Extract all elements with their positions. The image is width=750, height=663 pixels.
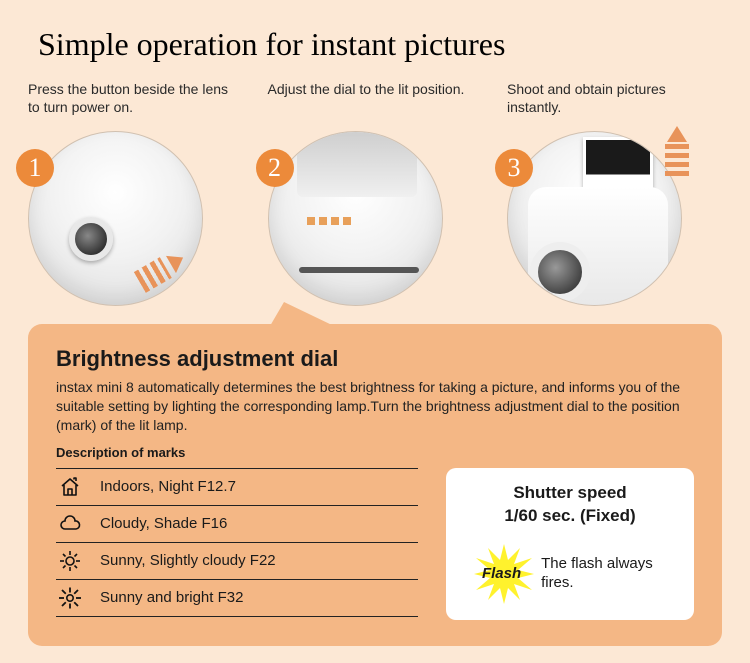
step-2: Adjust the dial to the lit position. 2 [268,81,483,306]
steps-row: Press the button beside the lens to turn… [28,81,722,306]
step-1-image: 1 [28,131,203,306]
marks-heading: Description of marks [56,445,694,460]
page-title: Simple operation for instant pictures [38,26,722,63]
flash-info: Flash The flash always fires. [462,542,678,606]
mark-row: Sunny and bright F32 [56,580,418,617]
mark-label: Indoors, Night F12.7 [100,478,236,495]
flash-label: Flash [482,565,521,582]
step-3-text: Shoot and obtain pictures instantly. [507,81,722,121]
mark-row: Indoors, Night F12.7 [56,468,418,506]
panel-title: Brightness adjustment dial [56,346,694,372]
step-3: Shoot and obtain pictures instantly. 3 [507,81,722,306]
step-2-text: Adjust the dial to the lit position. [268,81,483,121]
arrow-icon [134,251,182,293]
step-badge-2: 2 [256,149,294,187]
panel-description: instax mini 8 automatically determines t… [56,378,694,435]
flash-burst-icon: Flash [472,542,531,606]
house-icon [58,476,82,498]
marks-table: Indoors, Night F12.7 Cloudy, Shade F16 S… [56,468,418,617]
sun-partial-icon [58,550,82,572]
callout-pointer [270,302,334,326]
mark-label: Sunny, Slightly cloudy F22 [100,552,276,569]
step-badge-1: 1 [16,149,54,187]
arrow-up-icon [662,126,692,181]
mark-label: Sunny and bright F32 [100,589,243,606]
cloud-icon [58,513,82,535]
step-badge-3: 3 [495,149,533,187]
mark-row: Sunny, Slightly cloudy F22 [56,543,418,580]
mark-label: Cloudy, Shade F16 [100,515,227,532]
shutter-info-box: Shutter speed 1/60 sec. (Fixed) Flash Th… [446,468,694,620]
step-2-image: 2 [268,131,443,306]
step-1-text: Press the button beside the lens to turn… [28,81,243,121]
step-3-image: 3 [507,131,682,306]
brightness-panel: Brightness adjustment dial instax mini 8… [28,324,722,646]
flash-text: The flash always fires. [541,555,678,593]
sun-bright-icon [58,587,82,609]
step-1: Press the button beside the lens to turn… [28,81,243,306]
shutter-speed-text: Shutter speed 1/60 sec. (Fixed) [462,482,678,528]
mark-row: Cloudy, Shade F16 [56,506,418,543]
